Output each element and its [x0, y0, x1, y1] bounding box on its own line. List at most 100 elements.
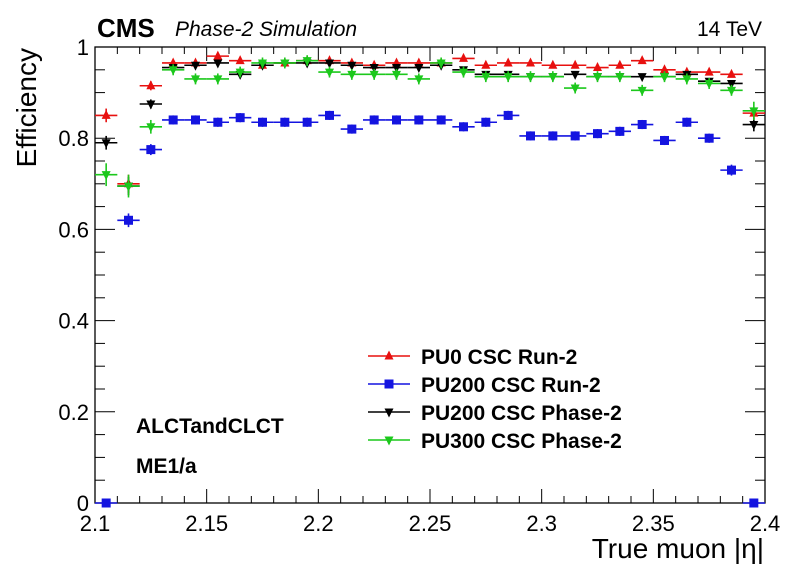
data-point: [213, 59, 223, 69]
data-point: [704, 66, 714, 76]
data-point: [637, 55, 647, 65]
data-point: [436, 115, 446, 125]
data-point: [615, 73, 625, 83]
y-tick-label: 0.2: [58, 400, 89, 425]
legend-marker: [384, 379, 394, 389]
experiment-label: CMS: [97, 13, 155, 43]
annotation-station: ME1/a: [136, 455, 197, 478]
data-point: [660, 135, 669, 145]
y-tick-label: 0: [77, 491, 89, 516]
data-point: [124, 215, 133, 225]
data-point: [325, 68, 334, 78]
legend-entry: PU200 CSC Phase-2: [421, 402, 622, 425]
data-point: [101, 139, 111, 149]
data-point: [392, 115, 401, 125]
data-point: [570, 59, 580, 69]
data-point: [727, 68, 736, 78]
data-point: [526, 57, 535, 67]
data-point: [369, 70, 379, 80]
data-point: [682, 75, 692, 85]
x-tick-label: 2.25: [409, 511, 452, 536]
legend-marker: [384, 436, 394, 446]
data-point: [459, 68, 468, 78]
legend: PU0 CSC Run-2 PU200 CSC Run-2 PU200 CSC Ph…: [368, 346, 622, 453]
series-layer: [95, 50, 765, 508]
data-point: [749, 107, 759, 117]
data-point: [570, 84, 580, 94]
data-point: [213, 50, 223, 60]
data-point: [280, 117, 290, 127]
data-point: [369, 64, 379, 74]
data-point: [347, 124, 357, 134]
data-point: [302, 117, 312, 127]
data-point: [191, 115, 200, 125]
data-point: [347, 61, 357, 71]
data-point: [392, 70, 401, 80]
data-point: [235, 68, 245, 78]
data-point: [749, 121, 759, 131]
y-axis-title: Efficiency: [11, 48, 42, 167]
series-2: [95, 110, 765, 508]
data-point: [168, 66, 178, 76]
data-point: [146, 123, 156, 133]
x-tick-label: 2.1: [80, 511, 111, 536]
data-point: [347, 70, 357, 80]
legend-entry: PU200 CSC Run-2: [421, 374, 601, 397]
data-point: [459, 52, 468, 62]
data-point: [235, 55, 245, 65]
legend-marker: [384, 408, 394, 418]
data-point: [481, 73, 491, 83]
data-point: [637, 73, 647, 83]
data-point: [124, 182, 133, 192]
x-tick-label: 2.35: [632, 511, 675, 536]
data-point: [459, 122, 468, 132]
data-point: [637, 120, 647, 130]
data-point: [615, 59, 625, 69]
series-4: [95, 55, 765, 198]
data-point: [258, 59, 267, 69]
data-point: [414, 64, 424, 74]
data-point: [235, 113, 245, 123]
data-point: [526, 131, 535, 141]
y-tick-label: 0.8: [58, 126, 89, 151]
x-tick-label: 2.2: [303, 511, 334, 536]
x-tick-labels: 2.1 2.15 2.2 2.25 2.3 2.35 2.4: [80, 511, 781, 536]
data-point: [414, 75, 424, 85]
data-point: [302, 57, 312, 67]
data-point: [570, 131, 580, 141]
data-point: [727, 86, 736, 96]
data-point: [392, 64, 401, 74]
data-point: [146, 100, 156, 110]
data-point: [213, 117, 223, 127]
data-point: [191, 75, 200, 85]
data-point: [704, 79, 714, 89]
data-point: [191, 61, 200, 71]
data-point: [704, 133, 714, 143]
data-point: [481, 117, 491, 127]
y-tick-labels: 0 0.2 0.4 0.6 0.8 1: [58, 35, 89, 516]
data-point: [503, 57, 513, 67]
x-tick-label: 2.15: [185, 511, 228, 536]
y-tick-label: 0.6: [58, 217, 89, 242]
energy-label: 14 TeV: [697, 18, 762, 41]
data-point: [570, 70, 580, 80]
data-point: [593, 129, 602, 139]
x-tick-label: 2.3: [526, 511, 557, 536]
data-point: [727, 165, 736, 175]
data-point: [101, 109, 111, 119]
data-point: [369, 115, 379, 125]
data-point: [503, 110, 513, 120]
data-point: [414, 115, 424, 125]
data-point: [213, 75, 223, 85]
data-point: [593, 62, 602, 72]
data-point: [548, 131, 558, 141]
data-point: [146, 80, 156, 90]
x-tick-label: 2.4: [750, 511, 781, 536]
y-tick-label: 0.4: [58, 309, 89, 334]
data-point: [526, 73, 535, 83]
data-point: [503, 73, 513, 83]
data-point: [325, 110, 334, 120]
data-point: [101, 171, 111, 181]
subtitle-label: Phase-2 Simulation: [175, 18, 357, 41]
